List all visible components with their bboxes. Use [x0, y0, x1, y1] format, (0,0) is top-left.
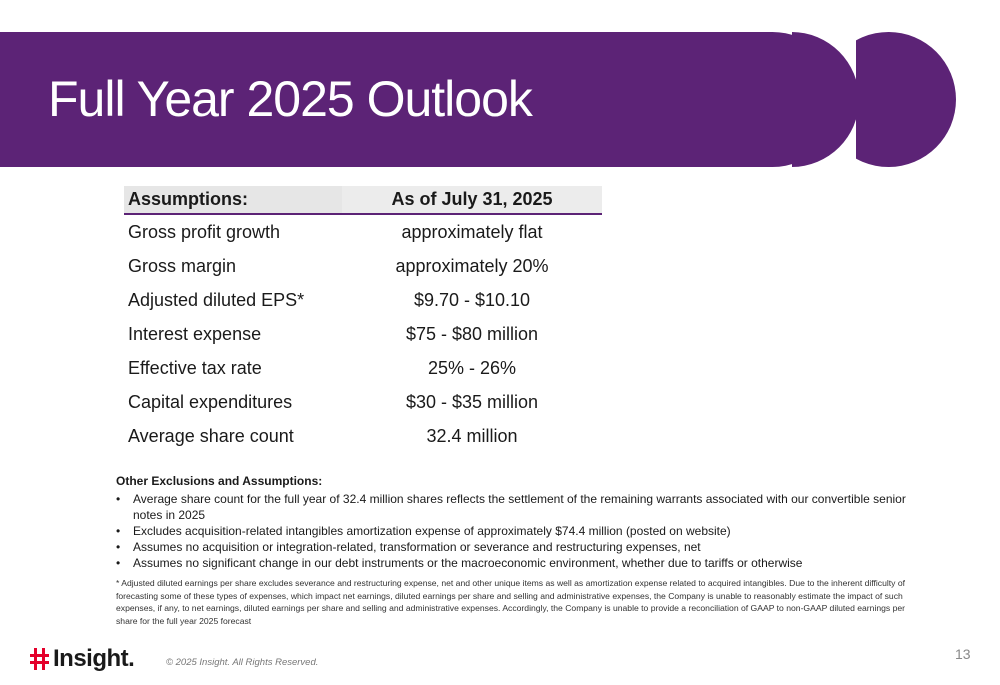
insight-logo: Insight.: [30, 645, 135, 673]
slide-title: Full Year 2025 Outlook: [48, 71, 533, 127]
decorative-half-circle-right: [856, 32, 956, 167]
row-label: Interest expense: [128, 323, 262, 344]
table-row: Adjusted diluted EPS* $9.70 - $10.10: [124, 283, 602, 317]
title-banner: [0, 32, 840, 167]
page-number: 13: [955, 646, 971, 662]
header-assumptions: Assumptions:: [128, 189, 249, 209]
footnote: * Adjusted diluted earnings per share ex…: [116, 578, 906, 626]
row-label: Adjusted diluted EPS*: [128, 289, 305, 310]
row-value: approximately flat: [401, 221, 543, 242]
table-row: Gross profit growth approximately flat: [124, 215, 602, 249]
row-label: Gross margin: [128, 255, 237, 276]
other-exclusions-title: Other Exclusions and Assumptions:: [116, 474, 323, 488]
table-row: Average share count 32.4 million: [124, 419, 602, 453]
list-item: Excludes acquisition-related intangibles…: [116, 523, 936, 539]
other-exclusions: Other Exclusions and Assumptions: Averag…: [116, 474, 936, 571]
table-row: Effective tax rate 25% - 26%: [124, 351, 602, 385]
row-value: 25% - 26%: [427, 357, 517, 378]
insight-logo-icon: [30, 648, 50, 670]
copyright: © 2025 Insight. All Rights Reserved.: [166, 657, 319, 668]
list-item: Average share count for the full year of…: [116, 491, 936, 523]
decorative-half-circle-left: [792, 32, 860, 167]
table-row: Capital expenditures $30 - $35 million: [124, 385, 602, 419]
list-item: Assumes no acquisition or integration-re…: [116, 539, 936, 555]
row-label: Effective tax rate: [128, 357, 262, 378]
header-as-of-date: As of July 31, 2025: [342, 186, 602, 213]
row-value: $9.70 - $10.10: [413, 289, 531, 310]
row-value: $30 - $35 million: [405, 391, 539, 412]
row-value: $75 - $80 million: [405, 323, 539, 344]
logo-text: Insight.: [53, 645, 135, 672]
row-value: approximately 20%: [395, 255, 549, 276]
other-exclusions-list: Average share count for the full year of…: [116, 491, 936, 571]
table-row: Gross margin approximately 20%: [124, 249, 602, 283]
row-label: Capital expenditures: [128, 391, 293, 412]
row-label: Average share count: [128, 425, 294, 446]
list-item: Assumes no significant change in our deb…: [116, 555, 936, 571]
table-row: Interest expense $75 - $80 million: [124, 317, 602, 351]
row-label: Gross profit growth: [128, 221, 281, 242]
row-value: 32.4 million: [426, 425, 518, 446]
table-header: Assumptions: As of July 31, 2025: [124, 186, 602, 215]
outlook-table: Assumptions: As of July 31, 2025 Gross p…: [124, 186, 602, 453]
